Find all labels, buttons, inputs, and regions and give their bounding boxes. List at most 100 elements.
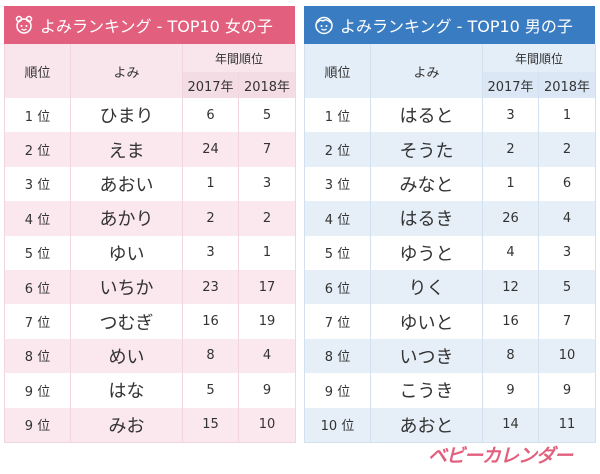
header-name: よみ (70, 44, 183, 98)
rank-cell: 5 位 (4, 235, 71, 270)
name-cell: つむぎ (70, 304, 183, 339)
girls-ranking-table: 順位 よみ 年間順位 2017年 2018年 1 位ひまり 6 5 2 位えま 24 7… (4, 44, 297, 443)
name-cell: あおい (70, 166, 183, 202)
rank-2018-cell: 4 (538, 201, 597, 236)
table-row: 5 位ゆうと 4 3 (304, 235, 597, 270)
header-2018: 2018年 (238, 72, 297, 98)
header-2017: 2017年 (482, 72, 539, 98)
rank-2017-cell: 3 (182, 235, 239, 270)
name-cell: りく (370, 269, 483, 305)
baby-calendar-logo: ベビーカレンダー (427, 445, 573, 467)
rank-2018-cell: 19 (238, 304, 297, 339)
rank-2017-cell: 24 (182, 132, 239, 167)
name-cell: ひまり (70, 98, 183, 133)
rank-2017-cell: 1 (482, 166, 539, 202)
rank-2017-cell: 12 (482, 269, 539, 305)
rank-2017-cell: 1 (182, 166, 239, 202)
boys-ranking-panel: よみランキング - TOP10 男の子 順位 よみ 年間順位 2017年 201… (304, 6, 597, 443)
rank-2018-cell: 5 (238, 98, 297, 133)
table-row: 3 位みなと 1 6 (304, 166, 597, 202)
name-cell: はな (70, 373, 183, 408)
table-row: 7 位ゆいと 16 7 (304, 304, 597, 339)
table-row: 10 位あおと 14 11 (304, 407, 597, 443)
table-row: 8 位いつき 8 10 (304, 338, 597, 374)
rank-2018-cell: 10 (238, 407, 297, 443)
rank-cell: 3 位 (304, 166, 371, 202)
rank-cell: 6 位 (304, 269, 371, 305)
rank-cell: 7 位 (304, 304, 371, 339)
rank-2017-cell: 26 (482, 201, 539, 236)
rank-2017-cell: 8 (482, 338, 539, 374)
rank-2018-cell: 17 (238, 269, 297, 305)
name-cell: めい (70, 338, 183, 374)
rank-2018-cell: 5 (538, 269, 597, 305)
rank-cell: 9 位 (304, 373, 371, 408)
name-cell: あおと (370, 407, 483, 443)
rank-2017-cell: 6 (182, 98, 239, 133)
name-cell: ゆい (70, 235, 183, 270)
rank-cell: 10 位 (304, 407, 371, 443)
girls-title-bar: よみランキング - TOP10 女の子 (4, 6, 295, 44)
rank-2018-cell: 9 (238, 373, 297, 408)
boys-title: よみランキング - TOP10 男の子 (340, 17, 573, 36)
table-row: 5 位ゆい 3 1 (4, 235, 297, 270)
table-row: 6 位いちか 23 17 (4, 269, 297, 305)
header-2017: 2017年 (182, 72, 239, 98)
rank-2018-cell: 3 (538, 235, 597, 270)
header-annual-rank: 年間順位 (482, 44, 597, 72)
boy-face-icon (314, 15, 334, 35)
rank-2017-cell: 14 (482, 407, 539, 443)
rank-2018-cell: 2 (238, 201, 297, 236)
rank-2018-cell: 11 (538, 407, 597, 443)
table-row: 1 位はると 3 1 (304, 98, 597, 133)
girl-face-icon (14, 15, 34, 35)
rank-2017-cell: 16 (482, 304, 539, 339)
rank-2017-cell: 23 (182, 269, 239, 305)
table-row: 9 位はな 5 9 (4, 373, 297, 408)
boys-ranking-table: 順位 よみ 年間順位 2017年 2018年 1 位はると 3 1 2 位そうた 2 2… (304, 44, 597, 443)
name-cell: あかり (70, 201, 183, 236)
rank-2018-cell: 7 (538, 304, 597, 339)
rank-2017-cell: 3 (482, 98, 539, 133)
name-cell: いつき (370, 338, 483, 374)
table-row: 6 位りく 12 5 (304, 269, 597, 305)
rank-2018-cell: 9 (538, 373, 597, 408)
name-cell: いちか (70, 269, 183, 305)
rank-2017-cell: 2 (182, 201, 239, 236)
header-rank: 順位 (304, 44, 371, 98)
name-cell: そうた (370, 132, 483, 167)
header-2018: 2018年 (538, 72, 597, 98)
table-row: 3 位あおい 1 3 (4, 166, 297, 202)
table-row: 1 位ひまり 6 5 (4, 98, 297, 133)
table-row: 2 位そうた 2 2 (304, 132, 597, 167)
rank-cell: 8 位 (304, 338, 371, 374)
rank-2018-cell: 4 (238, 338, 297, 374)
girls-ranking-panel: よみランキング - TOP10 女の子 順位 よみ 年間順位 2017年 201… (4, 6, 297, 443)
name-cell: こうき (370, 373, 483, 408)
boys-title-bar: よみランキング - TOP10 男の子 (304, 6, 595, 44)
name-cell: はるき (370, 201, 483, 236)
rank-cell: 9 位 (4, 407, 71, 443)
rank-2017-cell: 8 (182, 338, 239, 374)
rank-2017-cell: 4 (482, 235, 539, 270)
rank-2017-cell: 5 (182, 373, 239, 408)
table-row: 4 位あかり 2 2 (4, 201, 297, 236)
rank-2018-cell: 2 (538, 132, 597, 167)
name-cell: ゆうと (370, 235, 483, 270)
table-row: 8 位めい 8 4 (4, 338, 297, 374)
header-rank: 順位 (4, 44, 71, 98)
rank-cell: 4 位 (304, 201, 371, 236)
rank-2018-cell: 7 (238, 132, 297, 167)
rank-2018-cell: 1 (238, 235, 297, 270)
rank-cell: 4 位 (4, 201, 71, 236)
girls-title: よみランキング - TOP10 女の子 (40, 17, 273, 36)
table-row: 7 位つむぎ 16 19 (4, 304, 297, 339)
rank-cell: 5 位 (304, 235, 371, 270)
rank-cell: 2 位 (4, 132, 71, 167)
table-row: 2 位えま 24 7 (4, 132, 297, 167)
table-row: 9 位こうき 9 9 (304, 373, 597, 408)
rank-2018-cell: 6 (538, 166, 597, 202)
name-cell: はると (370, 98, 483, 133)
rank-2017-cell: 16 (182, 304, 239, 339)
name-cell: みお (70, 407, 183, 443)
